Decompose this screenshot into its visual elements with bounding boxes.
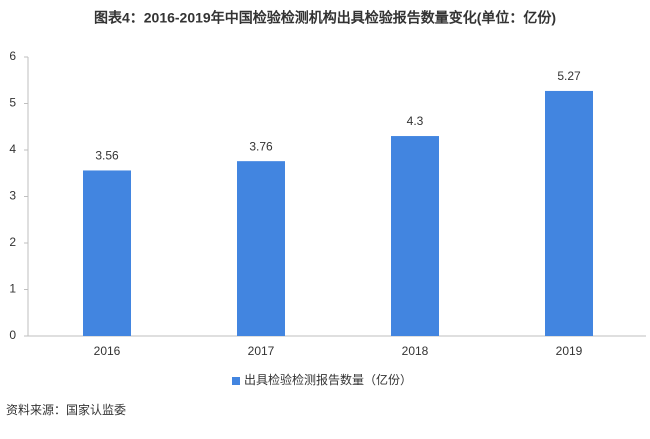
bar [545,90,593,336]
legend-label: 出具检验检测报告数量（亿份） [244,372,412,387]
legend-swatch [232,377,240,385]
value-label: 3.56 [95,149,119,163]
bar [391,136,439,336]
x-tick-label: 2016 [94,344,121,358]
chart-title: 图表4：2016-2019年中国检验检测机构出具检验报告数量变化(单位：亿份) [94,10,556,26]
x-tick-label: 2018 [402,344,429,358]
y-tick-label: 3 [9,189,16,203]
y-tick-label: 6 [9,49,16,63]
y-tick-label: 2 [9,235,16,249]
y-tick-label: 0 [9,328,16,342]
x-tick-label: 2019 [556,344,583,358]
x-tick-label: 2017 [248,344,275,358]
bar [83,170,131,336]
y-tick-label: 4 [9,142,16,156]
value-label: 5.27 [557,69,581,83]
y-tick-label: 5 [9,96,16,110]
y-tick-label: 1 [9,282,16,296]
value-label: 4.3 [407,114,424,128]
source-note: 资料来源：国家认监委 [6,402,126,417]
value-label: 3.76 [249,139,273,153]
bar [237,161,285,336]
